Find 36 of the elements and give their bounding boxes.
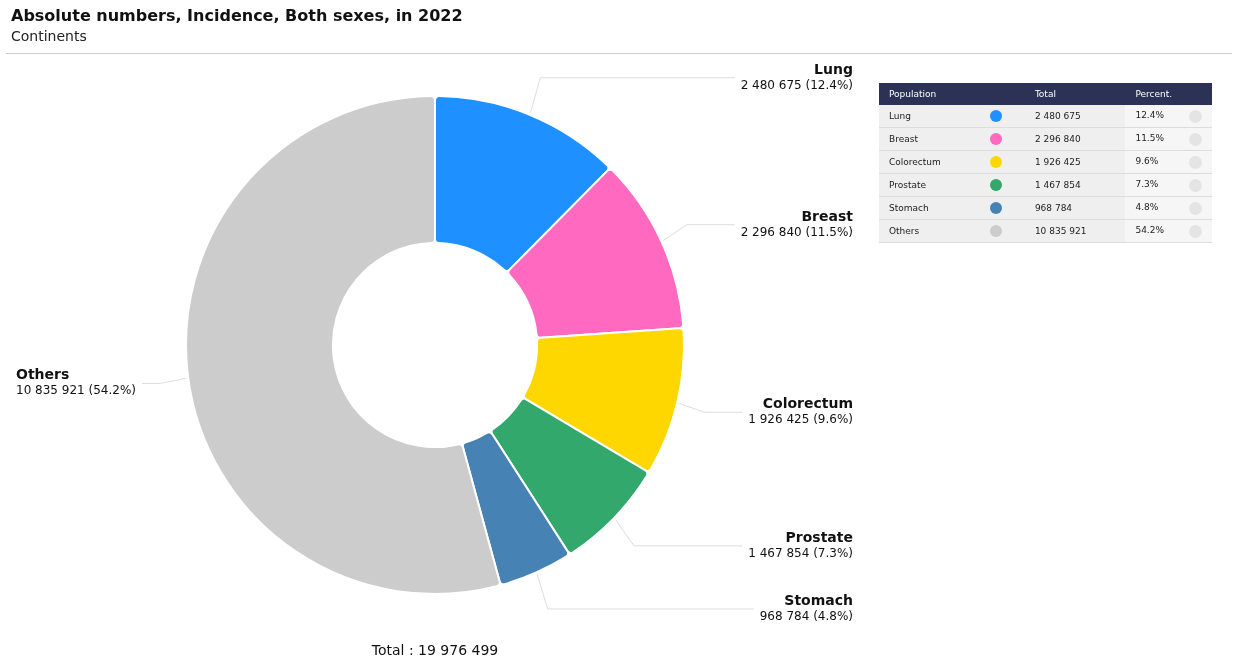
data-label: 968 784 (4.8%) [759,609,853,623]
chart-subtitle: Continents [11,28,87,44]
data-label: 2 296 840 (11.5%) [740,224,853,239]
text: 11.5% [1135,132,1164,143]
text: 2 296 840 [1024,127,1126,151]
slice-label: Prostate [785,528,853,545]
chart-title: Absolute numbers, Incidence, Both sexes, in 2022 [11,6,463,25]
text: 1 467 854 [1024,173,1126,197]
text: Breast [879,127,980,151]
data-label: 2 480 675 (12.4%) [740,77,853,92]
slice-label: Colorectum [762,395,853,412]
text: 10 835 921 [1024,219,1126,243]
text: 54.2% [1135,224,1164,235]
slice-label: Stomach [784,592,853,608]
slice-label: Lung [814,60,853,77]
text: 9.6% [1135,155,1159,166]
text: 2 480 675 [1024,105,1126,128]
text: Total [1033,88,1057,101]
slice-label: Others [16,366,70,383]
text: Lung [879,105,980,128]
text: Prostate [879,173,980,197]
data-label: 1 926 425 (9.6%) [748,412,853,427]
text: 7.3% [1135,178,1159,189]
data-label: 10 835 921 (54.2%) [16,383,137,398]
text: Total : 19 976 499 [370,642,500,658]
text: 12.4% [1135,109,1164,120]
text: Population [888,88,938,101]
data-label: 1 467 854 (7.3%) [748,545,853,560]
text: 4.8% [1135,201,1159,212]
text: Colorectum [879,150,980,174]
text: 968 784 [1024,196,1126,220]
text: Percent. [1134,88,1174,101]
text: Others [879,219,980,243]
slice-label: Breast [801,207,854,224]
text: Stomach [879,196,980,220]
text: 1 926 425 [1024,150,1126,174]
